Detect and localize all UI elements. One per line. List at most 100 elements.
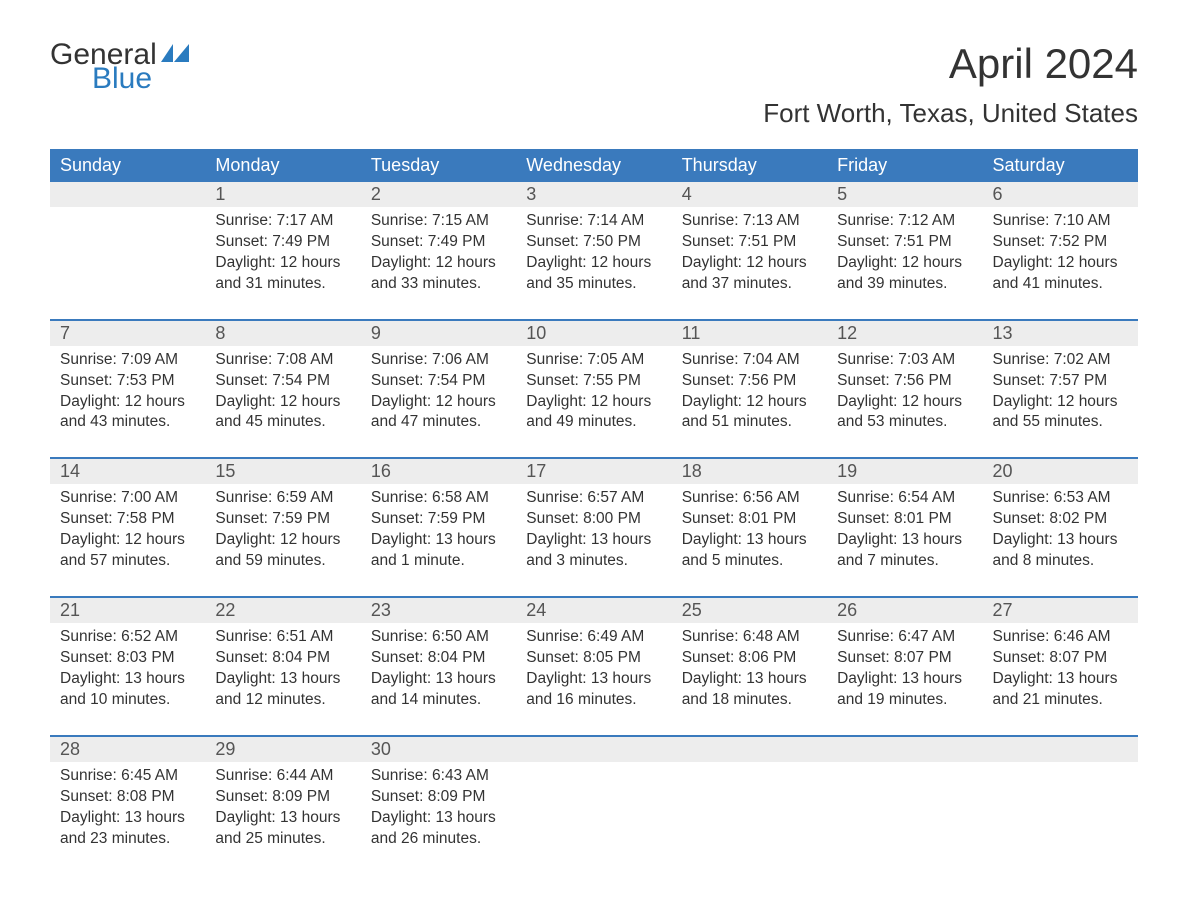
daylight-text: Daylight: 12 hours	[526, 392, 661, 413]
sunrise-text: Sunrise: 6:48 AM	[682, 627, 817, 648]
day-cell: Sunrise: 7:03 AMSunset: 7:56 PMDaylight:…	[827, 346, 982, 459]
day-cell	[516, 762, 671, 874]
sunrise-text: Sunrise: 6:51 AM	[215, 627, 350, 648]
day-number: 3	[516, 182, 671, 207]
sunset-text: Sunset: 7:51 PM	[837, 232, 972, 253]
title-block: April 2024 Fort Worth, Texas, United Sta…	[763, 40, 1138, 141]
day-number: 5	[827, 182, 982, 207]
daylight-text: Daylight: 12 hours	[215, 392, 350, 413]
daylight-text: Daylight: 12 hours	[526, 253, 661, 274]
daylight-text: and 49 minutes.	[526, 412, 661, 433]
daylight-text: and 23 minutes.	[60, 829, 195, 850]
daylight-text: Daylight: 13 hours	[993, 669, 1128, 690]
day-number: 21	[50, 598, 205, 623]
day-number	[983, 737, 1138, 762]
daylight-text: and 3 minutes.	[526, 551, 661, 572]
daylight-text: Daylight: 13 hours	[215, 808, 350, 829]
weekday-header: Saturday	[983, 149, 1138, 182]
daylight-text: Daylight: 13 hours	[215, 669, 350, 690]
sunrise-text: Sunrise: 7:12 AM	[837, 211, 972, 232]
sunrise-text: Sunrise: 6:43 AM	[371, 766, 506, 787]
weekday-header: Tuesday	[361, 149, 516, 182]
day-cell: Sunrise: 7:10 AMSunset: 7:52 PMDaylight:…	[983, 207, 1138, 320]
sunrise-text: Sunrise: 6:44 AM	[215, 766, 350, 787]
daylight-text: Daylight: 12 hours	[993, 253, 1128, 274]
sunrise-text: Sunrise: 6:46 AM	[993, 627, 1128, 648]
daylight-text: Daylight: 13 hours	[371, 530, 506, 551]
weekday-header: Thursday	[672, 149, 827, 182]
page-title: April 2024	[763, 40, 1138, 88]
sunset-text: Sunset: 8:03 PM	[60, 648, 195, 669]
day-cell: Sunrise: 7:17 AMSunset: 7:49 PMDaylight:…	[205, 207, 360, 320]
sunrise-text: Sunrise: 6:56 AM	[682, 488, 817, 509]
day-cell: Sunrise: 7:02 AMSunset: 7:57 PMDaylight:…	[983, 346, 1138, 459]
sunrise-text: Sunrise: 7:04 AM	[682, 350, 817, 371]
day-number: 14	[50, 459, 205, 484]
day-number: 12	[827, 321, 982, 346]
sunset-text: Sunset: 7:54 PM	[215, 371, 350, 392]
day-number: 27	[983, 598, 1138, 623]
daylight-text: and 43 minutes.	[60, 412, 195, 433]
sunset-text: Sunset: 7:59 PM	[371, 509, 506, 530]
day-cell: Sunrise: 7:14 AMSunset: 7:50 PMDaylight:…	[516, 207, 671, 320]
sunrise-text: Sunrise: 7:10 AM	[993, 211, 1128, 232]
day-cell: Sunrise: 6:52 AMSunset: 8:03 PMDaylight:…	[50, 623, 205, 736]
daylight-text: Daylight: 12 hours	[837, 392, 972, 413]
day-cell: Sunrise: 6:59 AMSunset: 7:59 PMDaylight:…	[205, 484, 360, 597]
daylight-text: and 10 minutes.	[60, 690, 195, 711]
sunset-text: Sunset: 8:06 PM	[682, 648, 817, 669]
day-number: 30	[361, 737, 516, 762]
day-cell: Sunrise: 6:56 AMSunset: 8:01 PMDaylight:…	[672, 484, 827, 597]
day-cell: Sunrise: 7:00 AMSunset: 7:58 PMDaylight:…	[50, 484, 205, 597]
sunset-text: Sunset: 7:59 PM	[215, 509, 350, 530]
daylight-text: and 39 minutes.	[837, 274, 972, 295]
daylight-text: and 18 minutes.	[682, 690, 817, 711]
day-number	[827, 737, 982, 762]
daylight-text: and 41 minutes.	[993, 274, 1128, 295]
day-number: 6	[983, 182, 1138, 207]
daylight-text: Daylight: 13 hours	[60, 808, 195, 829]
daylight-text: and 1 minute.	[371, 551, 506, 572]
sunset-text: Sunset: 8:09 PM	[371, 787, 506, 808]
daylight-text: Daylight: 12 hours	[371, 392, 506, 413]
daylight-text: and 53 minutes.	[837, 412, 972, 433]
daylight-text: and 59 minutes.	[215, 551, 350, 572]
day-cell: Sunrise: 6:57 AMSunset: 8:00 PMDaylight:…	[516, 484, 671, 597]
daylight-text: Daylight: 13 hours	[682, 530, 817, 551]
sunset-text: Sunset: 8:02 PM	[993, 509, 1128, 530]
sunrise-text: Sunrise: 6:45 AM	[60, 766, 195, 787]
daylight-text: and 19 minutes.	[837, 690, 972, 711]
day-number: 1	[205, 182, 360, 207]
daylight-text: and 21 minutes.	[993, 690, 1128, 711]
sunrise-text: Sunrise: 7:05 AM	[526, 350, 661, 371]
day-number: 18	[672, 459, 827, 484]
day-number: 25	[672, 598, 827, 623]
sunset-text: Sunset: 7:52 PM	[993, 232, 1128, 253]
day-cell	[983, 762, 1138, 874]
flag-icon	[161, 44, 189, 64]
day-cell: Sunrise: 6:51 AMSunset: 8:04 PMDaylight:…	[205, 623, 360, 736]
day-number-row: 21222324252627	[50, 598, 1138, 623]
daylight-text: Daylight: 12 hours	[837, 253, 972, 274]
weekday-header: Wednesday	[516, 149, 671, 182]
daylight-text: and 47 minutes.	[371, 412, 506, 433]
daylight-text: Daylight: 12 hours	[60, 530, 195, 551]
sunset-text: Sunset: 7:55 PM	[526, 371, 661, 392]
day-cell	[827, 762, 982, 874]
day-number: 9	[361, 321, 516, 346]
daylight-text: and 7 minutes.	[837, 551, 972, 572]
day-cell: Sunrise: 6:45 AMSunset: 8:08 PMDaylight:…	[50, 762, 205, 874]
daylight-text: and 35 minutes.	[526, 274, 661, 295]
day-number: 29	[205, 737, 360, 762]
sunset-text: Sunset: 7:54 PM	[371, 371, 506, 392]
day-number: 16	[361, 459, 516, 484]
day-cell: Sunrise: 7:06 AMSunset: 7:54 PMDaylight:…	[361, 346, 516, 459]
day-cell: Sunrise: 6:58 AMSunset: 7:59 PMDaylight:…	[361, 484, 516, 597]
day-cell: Sunrise: 7:05 AMSunset: 7:55 PMDaylight:…	[516, 346, 671, 459]
sunrise-text: Sunrise: 6:53 AM	[993, 488, 1128, 509]
day-cell: Sunrise: 7:04 AMSunset: 7:56 PMDaylight:…	[672, 346, 827, 459]
day-number: 17	[516, 459, 671, 484]
day-number	[50, 182, 205, 207]
sunset-text: Sunset: 7:56 PM	[682, 371, 817, 392]
day-number: 28	[50, 737, 205, 762]
